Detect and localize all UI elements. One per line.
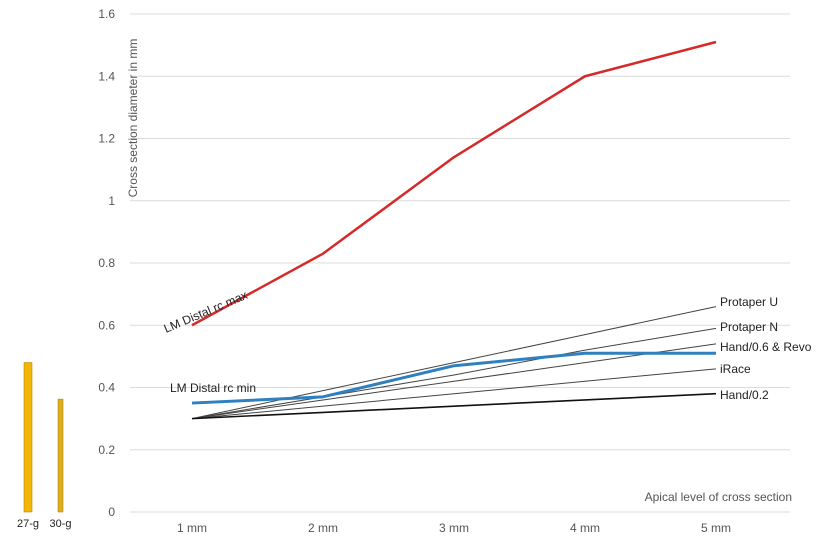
series-line — [191, 327, 717, 420]
series-label: Protaper N — [720, 320, 778, 334]
y-tick-label: 1.4 — [98, 69, 115, 83]
series-line — [191, 343, 717, 420]
x-tick-label: 1 mm — [177, 521, 207, 535]
series-lines — [191, 40, 717, 420]
gridlines — [130, 13, 790, 513]
y-axis-ticks: 0 0.2 0.4 0.6 0.8 1 1.2 1.4 1.6 — [98, 7, 115, 519]
needle-bar — [23, 362, 33, 513]
series-line — [191, 368, 717, 420]
series-label: Protaper U — [720, 295, 778, 309]
series-label: Hand/0.2 — [720, 388, 769, 402]
y-tick-label: 1.6 — [98, 7, 115, 21]
x-axis-label: Apical level of cross section — [645, 490, 792, 504]
x-tick-label: 3 mm — [439, 521, 469, 535]
y-tick-label: 0 — [108, 505, 115, 519]
x-axis-ticks: 1 mm 2 mm 3 mm 4 mm 5 mm — [177, 521, 731, 535]
needle-gauges: 27-g 30-g — [17, 362, 72, 530]
x-tick-label: 2 mm — [308, 521, 338, 535]
series-line — [191, 40, 717, 327]
y-tick-label: 0.4 — [98, 381, 115, 395]
y-axis-label: Cross section diameter in mm — [126, 39, 140, 198]
needle-bar — [57, 398, 64, 513]
series-labels: LM Distal rc max LM Distal rc min Protaper… — [162, 288, 812, 402]
x-tick-label: 5 mm — [701, 521, 731, 535]
needle-label: 27-g — [17, 518, 39, 530]
x-tick-label: 4 mm — [570, 521, 600, 535]
series-label: Hand/0.6 & Revo — [720, 340, 812, 354]
y-tick-label: 0.6 — [98, 318, 115, 332]
y-tick-label: 1 — [108, 194, 115, 208]
series-label: LM Distal rc max — [162, 288, 250, 336]
series-line — [191, 392, 717, 420]
series-line — [191, 306, 717, 420]
y-tick-label: 1.2 — [98, 132, 115, 146]
needle-label: 30-g — [49, 518, 71, 530]
series-line — [191, 351, 716, 405]
series-label: LM Distal rc min — [170, 381, 256, 395]
series-label: iRace — [720, 362, 751, 376]
y-tick-label: 0.8 — [98, 256, 115, 270]
y-tick-label: 0.2 — [98, 443, 115, 457]
